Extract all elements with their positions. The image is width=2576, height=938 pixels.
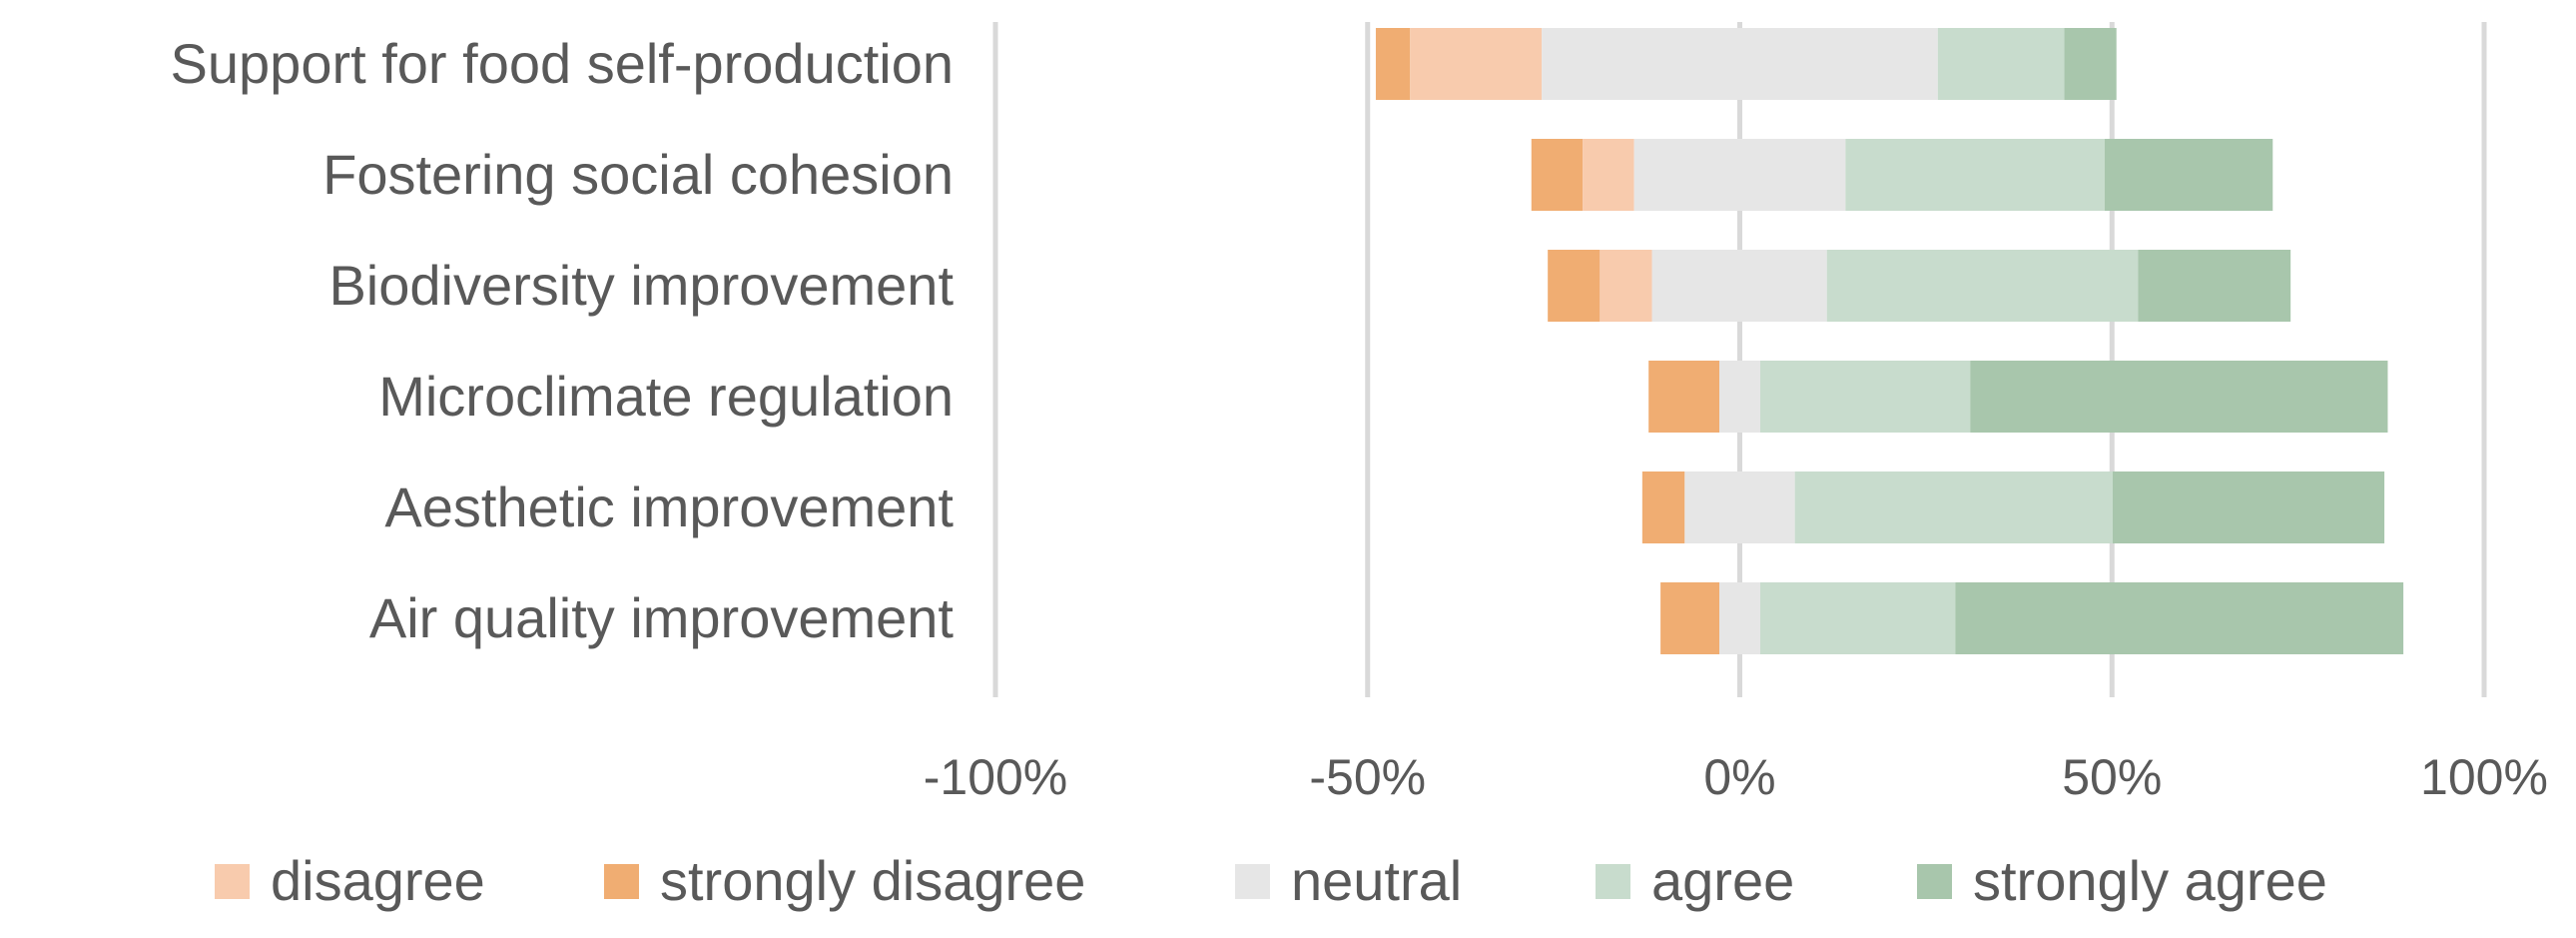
bar-support-for-food-self-production-strongly-agree [2064,28,2117,100]
bar-air-quality-improvement-strongly-disagree [1660,582,1719,654]
bar-aesthetic-improvement-strongly-disagree [1641,471,1685,543]
legend-swatch-strongly-agree [1917,864,1952,899]
legend: disagree strongly disagree neutral agree str… [215,849,2327,912]
bar-aesthetic-improvement-agree [1794,471,2113,543]
x-axis-tick-labels: -100% -50% 0% 50% 100% [924,749,2548,805]
category-label-support-for-food-self-production: Support for food self-production [171,32,954,95]
category-label-biodiversity-improvement: Biodiversity improvement [328,254,954,317]
bar-fostering-social-cohesion-disagree [1583,139,1634,211]
bar-aesthetic-improvement-strongly-agree [2112,471,2385,543]
bar-fostering-social-cohesion-strongly-agree [2104,139,2273,211]
legend-swatch-agree [1596,864,1630,899]
category-labels: Support for food self-production Fosterin… [171,32,955,649]
x-tick-label-100: -100% [924,749,1068,805]
category-label-microclimate-regulation: Microclimate regulation [378,365,954,428]
bar-fostering-social-cohesion-strongly-disagree [1531,139,1584,211]
bar-biodiversity-improvement-neutral [1651,250,1827,322]
legend-label-strongly-agree: strongly agree [1973,849,2327,912]
legend-label-disagree: disagree [271,849,485,912]
category-label-fostering-social-cohesion: Fostering social cohesion [322,143,954,206]
bars [1375,28,2404,654]
x-tick-label-50: -50% [1309,749,1426,805]
category-label-aesthetic-improvement: Aesthetic improvement [384,475,954,538]
bar-microclimate-regulation-neutral [1718,361,1761,433]
legend-swatch-neutral [1235,864,1270,899]
bar-aesthetic-improvement-neutral [1684,471,1795,543]
bar-support-for-food-self-production-neutral [1542,28,1938,100]
bar-biodiversity-improvement-strongly-agree [2138,250,2291,322]
bar-support-for-food-self-production-agree [1937,28,2065,100]
bar-microclimate-regulation-agree [1760,361,1971,433]
bar-biodiversity-improvement-agree [1826,250,2139,322]
bar-air-quality-improvement-agree [1760,582,1956,654]
x-tick-label-50: 50% [2062,749,2162,805]
bar-support-for-food-self-production-strongly-disagree [1375,28,1411,100]
legend-swatch-disagree [215,864,250,899]
bar-air-quality-improvement-strongly-agree [1955,582,2404,654]
bar-microclimate-regulation-strongly-agree [1970,361,2388,433]
category-label-air-quality-improvement: Air quality improvement [369,586,955,649]
legend-label-strongly-disagree: strongly disagree [660,849,1085,912]
bar-biodiversity-improvement-disagree [1600,250,1652,322]
bar-support-for-food-self-production-disagree [1410,28,1543,100]
x-tick-label-100: 100% [2420,749,2548,805]
legend-swatch-strongly-disagree [604,864,639,899]
bar-fostering-social-cohesion-agree [1845,139,2105,211]
legend-label-agree: agree [1651,849,1794,912]
bar-biodiversity-improvement-strongly-disagree [1548,250,1601,322]
bar-fostering-social-cohesion-neutral [1633,139,1846,211]
bar-microclimate-regulation-strongly-disagree [1648,361,1719,433]
x-tick-label-0: 0% [1703,749,1775,805]
legend-label-neutral: neutral [1291,849,1462,912]
bar-air-quality-improvement-neutral [1718,582,1761,654]
